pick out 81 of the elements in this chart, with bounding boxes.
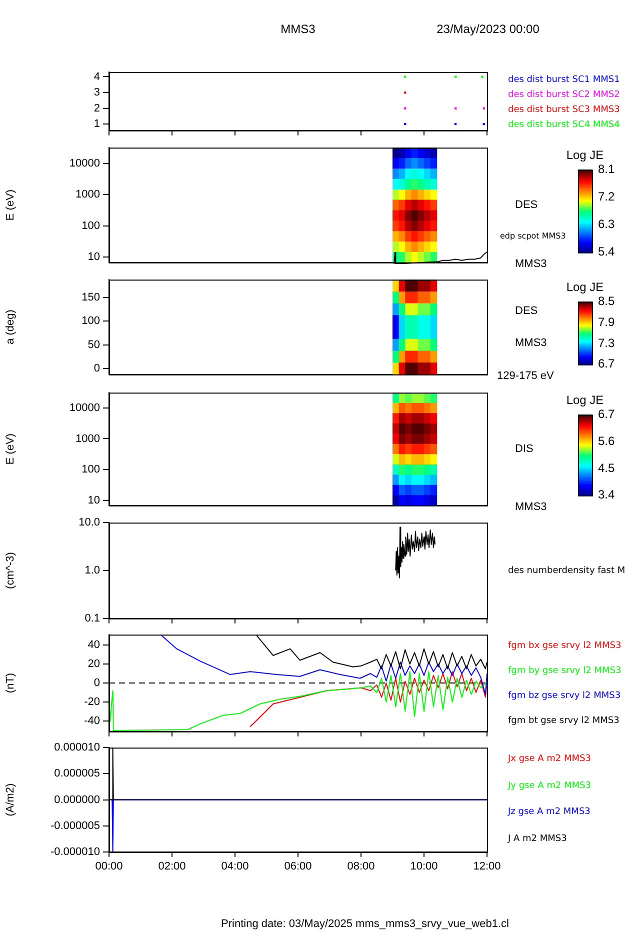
text: DES xyxy=(515,305,538,318)
color-bar-label: 6.7 xyxy=(598,406,616,421)
text: des numberdensity fast M xyxy=(508,566,626,576)
text: des dist burst SC1 MMS1 xyxy=(508,74,620,84)
x-tick-label: 10:00 xyxy=(410,860,438,873)
color-bar-title: Log JE xyxy=(566,280,604,294)
y-tick-label: 1 xyxy=(94,118,100,130)
color-bar-label: 8.1 xyxy=(598,162,616,176)
y-tick-label: -0.000010 xyxy=(50,846,100,858)
y-tick-label: 0.000010 xyxy=(54,742,100,754)
color-bar-label: 5.6 xyxy=(598,434,616,448)
text: des dist burst SC4 MMS4 xyxy=(508,120,620,130)
text: Jz gse A m2 MMS3 xyxy=(508,807,590,818)
x-tick-label: 12:00 xyxy=(473,860,501,873)
y-axis-title: a (deg) xyxy=(4,310,17,344)
text: MMS3 xyxy=(515,501,547,513)
color-bar-label: 7.2 xyxy=(598,190,616,204)
color-bar-label: 4.5 xyxy=(598,460,616,475)
text: des dist burst SC3 MMS3 xyxy=(508,104,620,114)
color-bar-title: Log JE xyxy=(566,148,604,162)
y-tick-label: 1.0 xyxy=(84,564,100,577)
y-axis-title: (cm^-3) xyxy=(4,552,17,589)
chart-title: MMS3 xyxy=(280,22,316,36)
y-tick-label: 4 xyxy=(94,70,100,83)
text: fgm bx gse srvy l2 MMS3 xyxy=(508,640,622,650)
x-tick-label: 00:00 xyxy=(95,860,123,873)
text: 129-175 eV xyxy=(497,370,554,382)
y-tick-label: -20 xyxy=(84,696,100,708)
y-tick-label: -0.000005 xyxy=(50,820,100,832)
y-tick-label: 3 xyxy=(94,86,100,99)
y-tick-label: -40 xyxy=(84,714,100,727)
color-bar-label: 5.4 xyxy=(598,244,616,259)
text: edp scpot MMS3 xyxy=(500,232,566,241)
y-tick-label: 1000 xyxy=(76,432,100,445)
text: fgm bz gse srvy l2 MMS3 xyxy=(508,690,621,700)
y-tick-label: 100 xyxy=(82,464,100,476)
y-tick-label: 150 xyxy=(82,291,100,304)
text: J A m2 MMS3 xyxy=(508,834,567,844)
text: Printing date: 03/May/2025 mms_mms3_srvy_vue_web1.cl xyxy=(221,918,509,930)
y-axis-title: E (eV) xyxy=(4,189,17,221)
color-bar-label: 7.3 xyxy=(598,336,616,350)
y-tick-label: 100 xyxy=(82,315,100,328)
color-bar-label: 3.4 xyxy=(598,488,616,502)
x-tick-label: 08:00 xyxy=(347,860,375,873)
text: fgm bt gse srvy l2 MMS3 xyxy=(508,716,620,726)
y-tick-label: 10000 xyxy=(69,402,100,414)
text: DIS xyxy=(515,443,534,455)
chart-subtitle: 23/May/2023 00:00 xyxy=(436,22,540,36)
text: MMS3 xyxy=(515,336,547,349)
y-axis-title: (A/m2) xyxy=(4,783,17,816)
y-tick-label: 0.1 xyxy=(84,612,100,624)
legend-label: Jx gse A m2 MMS3 xyxy=(508,754,591,764)
x-tick-label: 06:00 xyxy=(284,860,312,873)
color-bar-label: 8.5 xyxy=(598,294,616,308)
color-bar-label: 6.7 xyxy=(598,356,616,371)
text: MMS3 xyxy=(515,258,547,270)
legend-label: Jy gse A m2 MMS3 xyxy=(508,780,591,791)
text: des dist burst SC2 MMS2 xyxy=(508,90,620,100)
x-tick-label: 02:00 xyxy=(158,860,186,873)
y-tick-label: 40 xyxy=(88,639,100,652)
color-bar-label: 7.9 xyxy=(598,314,616,329)
y-tick-label: 10000 xyxy=(69,157,100,170)
text: DES xyxy=(515,199,538,211)
y-tick-label: 100 xyxy=(82,220,100,232)
y-tick-label: 1000 xyxy=(76,188,100,201)
color-bar-label: 6.3 xyxy=(598,217,616,232)
y-tick-label: 10.0 xyxy=(78,516,100,529)
y-tick-label: 50 xyxy=(88,338,100,351)
y-tick-label: 10 xyxy=(88,494,100,506)
color-bar-title: Log JE xyxy=(566,392,604,407)
y-tick-label: 0 xyxy=(94,677,100,690)
y-tick-label: 0.000005 xyxy=(54,768,100,780)
y-axis-title: E (eV) xyxy=(4,433,17,465)
text: fgm by gse srvy l2 MMS3 xyxy=(508,666,622,676)
y-tick-label: 0.000000 xyxy=(54,794,100,806)
y-tick-label: 0 xyxy=(94,362,100,375)
y-tick-label: 10 xyxy=(88,251,100,264)
x-tick-label: 04:00 xyxy=(221,860,249,873)
y-axis-title: (nT) xyxy=(4,672,17,694)
y-tick-label: 2 xyxy=(94,102,100,114)
y-tick-label: 20 xyxy=(88,658,100,670)
